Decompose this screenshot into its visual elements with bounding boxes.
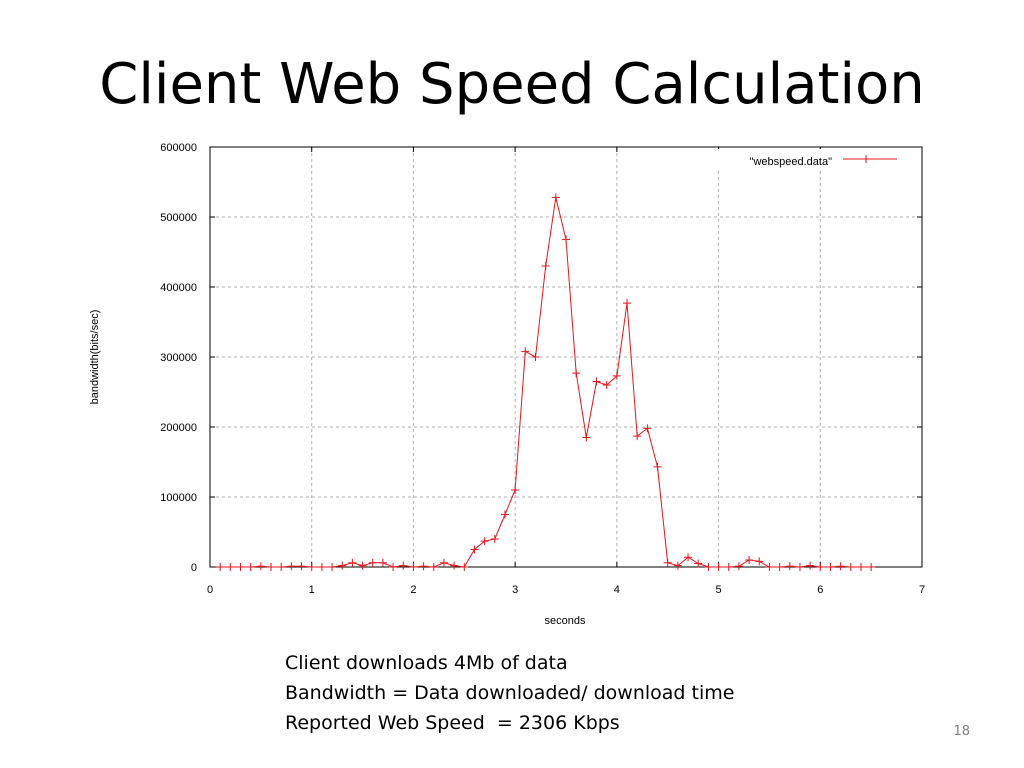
data-point xyxy=(368,558,377,567)
legend-marker xyxy=(862,155,870,163)
data-point xyxy=(602,381,611,389)
data-point xyxy=(785,562,794,571)
data-point xyxy=(562,235,570,244)
slide-title: Client Web Speed Calculation xyxy=(99,52,925,117)
data-point xyxy=(694,559,703,568)
data-point xyxy=(338,561,347,570)
series-line xyxy=(220,197,872,568)
data-point xyxy=(775,563,784,571)
data-point xyxy=(734,562,743,571)
data-point xyxy=(256,562,265,571)
data-point xyxy=(531,353,540,361)
y-axis-label: bandwidth(bits/sec) xyxy=(89,310,101,405)
data-point xyxy=(216,563,225,571)
note-line-3: Reported Web Speed = 2306 Kbps xyxy=(285,712,620,734)
data-point xyxy=(684,553,693,562)
data-point xyxy=(551,193,560,202)
data-point xyxy=(846,563,855,571)
data-point xyxy=(226,563,235,571)
legend: "webspeed.data" xyxy=(718,149,920,171)
data-point xyxy=(572,369,581,378)
data-point xyxy=(328,563,337,571)
data-point xyxy=(826,563,835,571)
data-point xyxy=(287,562,296,571)
data-point xyxy=(714,563,723,571)
y-tick-label: 300000 xyxy=(160,352,197,364)
data-point xyxy=(704,563,713,571)
data-point xyxy=(246,563,255,571)
data-point xyxy=(490,535,499,543)
data-point xyxy=(724,563,733,571)
x-axis-label: seconds xyxy=(545,615,586,627)
data-point xyxy=(816,563,825,571)
data-point xyxy=(867,563,876,571)
data-point xyxy=(612,371,621,380)
data-point xyxy=(378,558,387,567)
data-point xyxy=(419,562,428,571)
data-point xyxy=(521,347,530,356)
data-point xyxy=(582,433,591,442)
data-point xyxy=(633,432,642,441)
y-tick-label: 100000 xyxy=(160,492,197,504)
x-tick-label: 2 xyxy=(410,584,416,596)
data-point xyxy=(429,563,438,571)
axis-tick-labels: 0 1 2 3 4 5 6 7 0 100000 200000 300000 400000 500000 6… xyxy=(160,142,925,596)
data-point xyxy=(511,486,520,494)
data-point xyxy=(480,537,489,546)
data-point xyxy=(317,563,326,571)
y-tick-label: 400000 xyxy=(160,282,197,294)
data-point xyxy=(856,563,865,571)
data-point xyxy=(399,561,408,570)
data-point xyxy=(307,563,316,571)
y-tick-label: 500000 xyxy=(160,212,197,224)
data-point xyxy=(795,563,804,571)
data-point xyxy=(623,299,632,308)
x-tick-label: 1 xyxy=(309,584,315,596)
data-point xyxy=(439,558,448,567)
data-point xyxy=(358,561,367,570)
data-point xyxy=(348,558,357,567)
slide-notes: Client downloads 4Mb of data Bandwidth =… xyxy=(285,648,734,738)
y-tick-label: 0 xyxy=(191,562,197,574)
data-point xyxy=(470,545,479,554)
x-tick-label: 4 xyxy=(614,584,620,596)
note-line-2: Bandwidth = Data downloaded/ download ti… xyxy=(285,682,735,704)
x-tick-label: 0 xyxy=(207,584,213,596)
x-tick-label: 6 xyxy=(817,584,823,596)
series-webspeed xyxy=(216,193,876,571)
chart-grid xyxy=(210,147,922,567)
data-point xyxy=(267,563,276,571)
note-line-1: Client downloads 4Mb of data xyxy=(285,652,568,674)
x-tick-label: 7 xyxy=(919,584,925,596)
legend-box xyxy=(718,149,920,171)
bandwidth-chart: 0 1 2 3 4 5 6 7 0 100000 200000 300000 400000 500000 6… xyxy=(89,142,925,627)
data-point xyxy=(806,561,815,570)
data-point xyxy=(755,557,764,566)
y-tick-label: 600000 xyxy=(160,142,197,154)
data-point xyxy=(277,563,286,571)
data-point xyxy=(653,462,662,471)
data-point xyxy=(460,563,469,571)
data-point xyxy=(745,556,754,564)
data-point xyxy=(297,562,306,571)
data-point xyxy=(836,562,845,571)
data-point xyxy=(409,563,418,571)
data-point xyxy=(765,563,774,571)
legend-entry-label: "webspeed.data" xyxy=(750,156,833,168)
data-point xyxy=(643,424,652,433)
slide-number: 18 xyxy=(953,724,970,739)
data-point xyxy=(389,563,398,571)
data-point xyxy=(500,510,509,519)
data-point xyxy=(592,377,601,386)
y-tick-label: 200000 xyxy=(160,422,197,434)
data-point xyxy=(450,561,459,570)
data-point xyxy=(663,558,672,567)
data-point xyxy=(541,262,550,270)
x-tick-label: 5 xyxy=(716,584,722,596)
x-tick-label: 3 xyxy=(512,584,518,596)
data-point xyxy=(236,563,245,571)
data-point xyxy=(673,561,682,570)
